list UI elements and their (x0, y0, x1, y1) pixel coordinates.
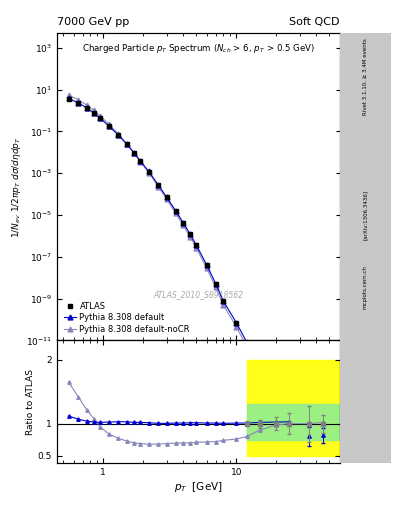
ATLAS (138, 158, 143, 164)
Pythia 8.308 default (287, 417, 292, 423)
Y-axis label: Ratio to ATLAS: Ratio to ATLAS (26, 369, 35, 435)
Pythia 8.308 default-noCR (321, 490, 326, 496)
Pythia 8.308 default-noCR (194, 245, 198, 251)
Pythia 8.308 default (98, 115, 103, 121)
Pythia 8.308 default (156, 182, 161, 188)
Text: 7000 GeV pp: 7000 GeV pp (57, 17, 129, 27)
Pythia 8.308 default (124, 141, 129, 147)
Pythia 8.308 default-noCR (84, 102, 89, 108)
ATLAS (98, 115, 103, 121)
Line: Pythia 8.308 default-noCR: Pythia 8.308 default-noCR (66, 93, 326, 496)
ATLAS (116, 132, 121, 138)
Legend: ATLAS, Pythia 8.308 default, Pythia 8.308 default-noCR: ATLAS, Pythia 8.308 default, Pythia 8.30… (61, 300, 193, 336)
Pythia 8.308 default-noCR (213, 284, 218, 290)
Text: Rivet 3.1.10, ≥ 3.4M events: Rivet 3.1.10, ≥ 3.4M events (363, 38, 368, 115)
ATLAS (234, 320, 239, 326)
Pythia 8.308 default-noCR (287, 422, 292, 428)
Pythia 8.308 default (307, 453, 311, 459)
Pythia 8.308 default-noCR (234, 324, 239, 330)
Pythia 8.308 default-noCR (274, 398, 279, 404)
Line: ATLAS: ATLAS (66, 97, 326, 490)
Pythia 8.308 default-noCR (188, 234, 193, 240)
Pythia 8.308 default-noCR (244, 344, 249, 350)
ATLAS (287, 417, 292, 423)
Text: ATLAS_2010_S8918562: ATLAS_2010_S8918562 (153, 290, 244, 299)
ATLAS (213, 281, 218, 287)
Text: Charged Particle $p_T$ Spectrum ($N_{ch}$ > 6, $p_T$ > 0.5 GeV): Charged Particle $p_T$ Spectrum ($N_{ch}… (82, 42, 315, 55)
Y-axis label: $1/N_{ev}$ $1/2\pi p_T$ $d\sigma/d\eta dp_T$: $1/N_{ev}$ $1/2\pi p_T$ $d\sigma/d\eta d… (10, 136, 23, 238)
Text: mcplots.cern.ch: mcplots.cern.ch (363, 265, 368, 309)
ATLAS (132, 150, 136, 156)
ATLAS (173, 208, 178, 214)
Pythia 8.308 default-noCR (181, 222, 186, 228)
ATLAS (194, 242, 198, 248)
Pythia 8.308 default-noCR (76, 97, 81, 103)
ATLAS (84, 105, 89, 111)
Pythia 8.308 default-noCR (164, 196, 169, 202)
ATLAS (124, 141, 129, 147)
Pythia 8.308 default (274, 394, 279, 400)
Pythia 8.308 default-noCR (138, 158, 143, 164)
Pythia 8.308 default (76, 100, 81, 106)
Pythia 8.308 default-noCR (107, 121, 111, 127)
Pythia 8.308 default-noCR (307, 457, 311, 463)
Pythia 8.308 default-noCR (156, 184, 161, 190)
Pythia 8.308 default-noCR (92, 108, 96, 114)
Pythia 8.308 default (66, 95, 71, 101)
ATLAS (257, 365, 262, 371)
ATLAS (156, 182, 161, 188)
ATLAS (221, 298, 226, 304)
Pythia 8.308 default-noCR (204, 265, 209, 271)
Pythia 8.308 default (173, 208, 178, 214)
X-axis label: $p_T$  [GeV]: $p_T$ [GeV] (174, 480, 223, 494)
ATLAS (274, 394, 279, 400)
Pythia 8.308 default (84, 105, 89, 111)
Pythia 8.308 default (138, 158, 143, 164)
Pythia 8.308 default (164, 194, 169, 200)
ATLAS (244, 339, 249, 346)
Pythia 8.308 default (321, 488, 326, 495)
Pythia 8.308 default (234, 319, 239, 326)
Pythia 8.308 default (132, 150, 136, 156)
Pythia 8.308 default (194, 242, 198, 248)
Pythia 8.308 default-noCR (221, 302, 226, 308)
Pythia 8.308 default (213, 281, 218, 287)
Pythia 8.308 default-noCR (66, 92, 71, 98)
Pythia 8.308 default (92, 110, 96, 116)
Pythia 8.308 default (107, 123, 111, 129)
Pythia 8.308 default-noCR (124, 141, 129, 147)
ATLAS (204, 262, 209, 268)
Pythia 8.308 default (221, 298, 226, 304)
Text: [arXiv:1306.3436]: [arXiv:1306.3436] (363, 190, 368, 240)
Pythia 8.308 default-noCR (98, 113, 103, 119)
Pythia 8.308 default (188, 231, 193, 237)
ATLAS (66, 96, 71, 102)
ATLAS (107, 123, 111, 129)
Line: Pythia 8.308 default: Pythia 8.308 default (66, 96, 326, 494)
Pythia 8.308 default-noCR (147, 169, 151, 176)
Pythia 8.308 default (257, 365, 262, 371)
Pythia 8.308 default-noCR (257, 369, 262, 375)
Pythia 8.308 default (181, 220, 186, 226)
ATLAS (147, 168, 151, 175)
Pythia 8.308 default-noCR (132, 150, 136, 156)
Pythia 8.308 default (147, 168, 151, 175)
ATLAS (307, 453, 311, 459)
ATLAS (92, 110, 96, 116)
ATLAS (188, 231, 193, 238)
ATLAS (181, 220, 186, 226)
ATLAS (164, 195, 169, 201)
Pythia 8.308 default-noCR (116, 131, 121, 137)
ATLAS (321, 485, 326, 491)
Pythia 8.308 default-noCR (173, 210, 178, 216)
Text: Soft QCD: Soft QCD (290, 17, 340, 27)
Pythia 8.308 default (116, 132, 121, 138)
ATLAS (76, 100, 81, 106)
Pythia 8.308 default (204, 262, 209, 268)
Pythia 8.308 default (244, 339, 249, 346)
